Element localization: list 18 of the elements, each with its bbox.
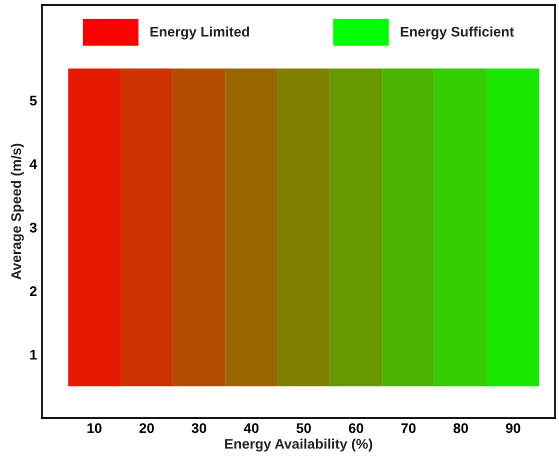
legend-label: Energy Sufficient <box>400 26 514 40</box>
x-tick-label: 90 <box>506 423 520 434</box>
y-tick-label: 5 <box>30 96 37 106</box>
y-tick-label: 4 <box>30 159 38 169</box>
y-tick-label: 2 <box>30 286 37 296</box>
x-tick-label: 30 <box>192 423 206 434</box>
y-axis-title: Average Speed (m/s) <box>10 144 24 280</box>
x-tick-label: 60 <box>348 423 364 434</box>
y-tick-label: 1 <box>30 350 37 360</box>
x-tick-label: 20 <box>139 423 154 434</box>
x-tick-label: 50 <box>296 423 311 434</box>
x-axis-title: Energy Availability (%) <box>225 438 372 452</box>
x-tick-label: 80 <box>453 423 468 434</box>
x-tick-label: 40 <box>244 423 259 434</box>
x-tick-label: 70 <box>401 423 416 434</box>
y-tick-label: 3 <box>30 222 37 233</box>
legend-label: Energy Limited <box>150 26 249 40</box>
x-tick-label: 10 <box>88 423 102 434</box>
